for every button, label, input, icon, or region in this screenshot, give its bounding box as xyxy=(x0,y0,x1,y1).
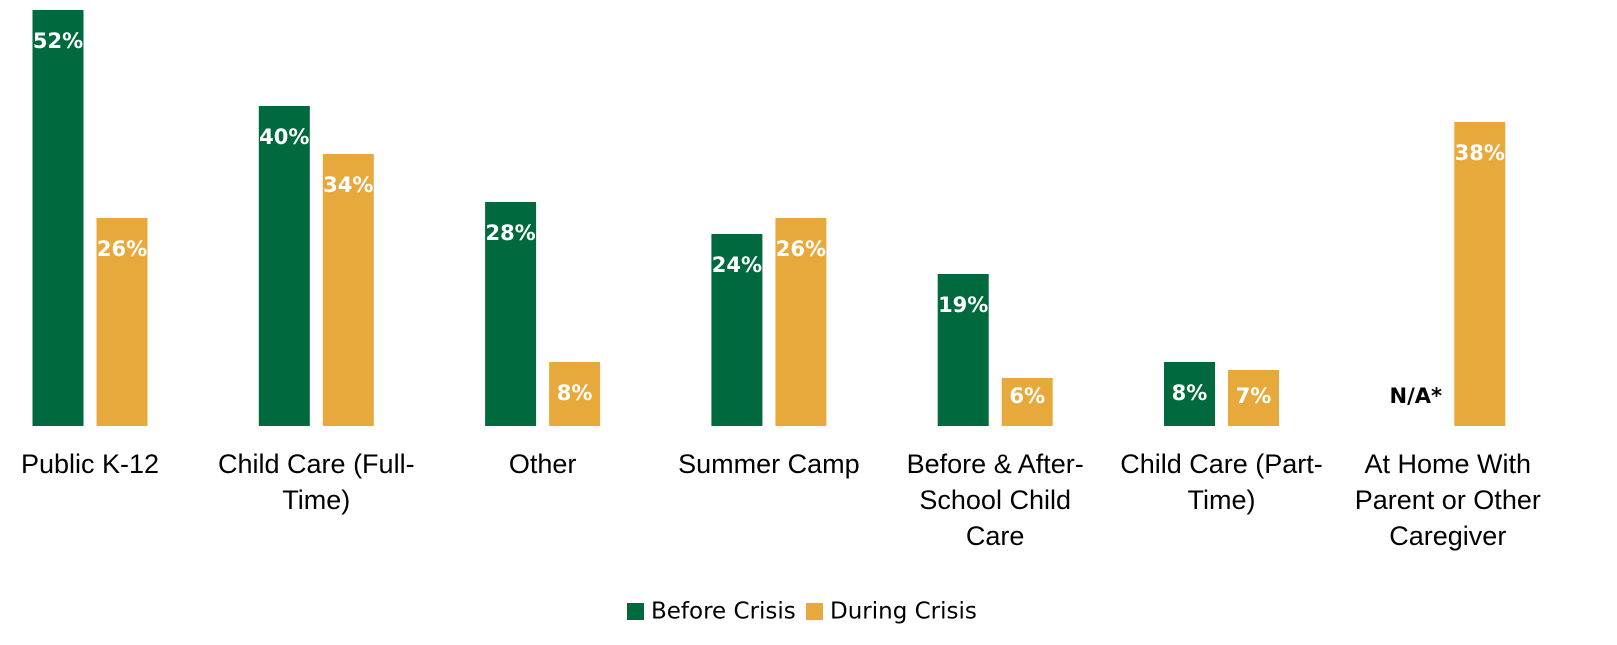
bar xyxy=(322,154,374,426)
bar xyxy=(775,218,827,426)
x-tick-label: At Home With Parent or Other Caregiver xyxy=(1354,449,1541,551)
x-tick-label: Before & After-School Child Care xyxy=(906,449,1084,551)
value-label: 26% xyxy=(776,237,826,261)
bar xyxy=(96,218,148,426)
bar xyxy=(1228,370,1279,426)
bar xyxy=(1001,378,1053,426)
value-label: 40% xyxy=(259,125,309,149)
legend-label: Before Crisis xyxy=(651,599,796,625)
legend-label: During Crisis xyxy=(830,599,977,625)
bar xyxy=(1164,362,1215,426)
value-label: 8% xyxy=(557,381,593,405)
x-tick-label: Public K-12 xyxy=(20,449,160,479)
bar xyxy=(549,362,601,426)
value-label: N/A* xyxy=(1390,384,1442,408)
bar xyxy=(485,202,537,426)
x-tick-label: Child Care (Part-Time) xyxy=(1120,449,1323,515)
bar xyxy=(711,234,763,426)
value-label: 19% xyxy=(938,293,988,317)
value-label: 6% xyxy=(1009,384,1045,408)
bar xyxy=(1454,122,1506,426)
x-tick-label: Other xyxy=(508,449,577,479)
x-tick-label: Child Care (Full-Time) xyxy=(218,449,415,515)
value-label: 52% xyxy=(33,29,83,53)
value-label: 26% xyxy=(97,237,147,261)
value-label: 24% xyxy=(712,253,762,277)
value-label: 8% xyxy=(1172,381,1208,405)
value-label: 28% xyxy=(485,221,535,245)
value-label: 38% xyxy=(1455,141,1505,165)
value-label: 7% xyxy=(1236,384,1272,408)
bar xyxy=(258,106,310,426)
x-tick-label: Summer Camp xyxy=(678,449,860,479)
bar xyxy=(32,10,84,426)
value-label: 34% xyxy=(323,173,373,197)
bar xyxy=(937,274,989,426)
legend-swatch xyxy=(806,603,823,620)
legend-swatch xyxy=(627,603,644,620)
